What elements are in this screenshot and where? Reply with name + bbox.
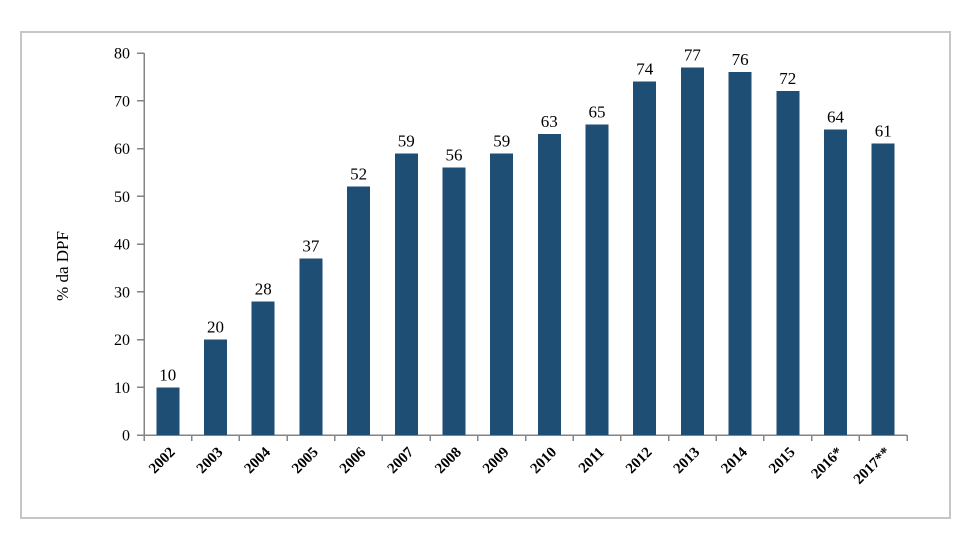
bar bbox=[633, 81, 657, 435]
x-tick-label: 2010 bbox=[528, 445, 561, 478]
bar bbox=[299, 258, 323, 435]
y-tick-label: 20 bbox=[114, 332, 130, 349]
bar-value-label: 59 bbox=[493, 131, 510, 150]
bar-value-label: 37 bbox=[302, 236, 320, 255]
bar-value-label: 61 bbox=[875, 122, 892, 141]
bar-value-label: 77 bbox=[684, 45, 702, 64]
y-tick-label: 0 bbox=[122, 428, 130, 445]
bar bbox=[204, 339, 227, 435]
y-tick-label: 80 bbox=[114, 46, 130, 63]
chart-generated-layer: 0 10 20 30 40 50 60 70 80 10 2002 20 2003 28 2004 37 200… bbox=[20, 31, 951, 519]
x-tick-label: 2008 bbox=[432, 445, 465, 478]
bar-value-label: 76 bbox=[732, 50, 749, 69]
x-tick-label: 2004 bbox=[242, 444, 275, 477]
x-tick-label: 2002 bbox=[146, 445, 179, 478]
bar-value-label: 65 bbox=[589, 103, 606, 122]
bar bbox=[156, 387, 180, 436]
bar bbox=[728, 72, 752, 435]
bar-value-label: 56 bbox=[446, 146, 463, 165]
y-tick-label: 70 bbox=[114, 93, 130, 110]
x-tick-label: 2009 bbox=[480, 445, 513, 478]
x-tick-label: 2012 bbox=[623, 445, 656, 478]
bar bbox=[347, 186, 371, 435]
x-tick-label: 2005 bbox=[289, 445, 322, 478]
x-tick-label: 2013 bbox=[671, 445, 704, 478]
chart-frame bbox=[20, 31, 951, 519]
x-tick-label: 2006 bbox=[337, 444, 370, 477]
bar-value-label: 72 bbox=[779, 69, 796, 88]
bar-value-label: 64 bbox=[827, 107, 845, 126]
bar-value-label: 59 bbox=[398, 131, 415, 150]
bar bbox=[442, 167, 466, 435]
bar bbox=[680, 67, 704, 436]
bar bbox=[585, 124, 609, 435]
bar bbox=[871, 143, 895, 435]
x-tick-label: 2015 bbox=[766, 445, 799, 478]
bar bbox=[537, 134, 561, 435]
bar bbox=[394, 153, 418, 436]
x-tick-label: 2011 bbox=[576, 445, 608, 477]
y-tick-label: 30 bbox=[114, 284, 130, 301]
bar-value-label: 28 bbox=[255, 279, 272, 298]
y-tick-label: 40 bbox=[114, 237, 130, 254]
bar bbox=[776, 91, 800, 435]
y-axis-title: % da DPF bbox=[53, 231, 72, 301]
x-tick-label: 2014 bbox=[718, 444, 751, 477]
y-tick-label: 10 bbox=[114, 380, 130, 397]
x-tick-label: 2007 bbox=[385, 444, 418, 477]
x-tick-label: 2003 bbox=[194, 445, 227, 478]
bar-value-label: 10 bbox=[159, 365, 176, 384]
bar bbox=[824, 129, 847, 435]
bar-value-label: 20 bbox=[207, 318, 224, 337]
x-tick-label: 2016* bbox=[808, 445, 846, 483]
bar bbox=[251, 301, 275, 435]
bar bbox=[490, 153, 514, 436]
bar-value-label: 74 bbox=[636, 60, 654, 79]
bar-value-label: 63 bbox=[541, 112, 558, 131]
y-tick-label: 60 bbox=[114, 141, 130, 158]
x-tick-label: 2017** bbox=[851, 445, 894, 488]
y-tick-label: 50 bbox=[114, 189, 130, 206]
bar-value-label: 52 bbox=[350, 165, 367, 184]
